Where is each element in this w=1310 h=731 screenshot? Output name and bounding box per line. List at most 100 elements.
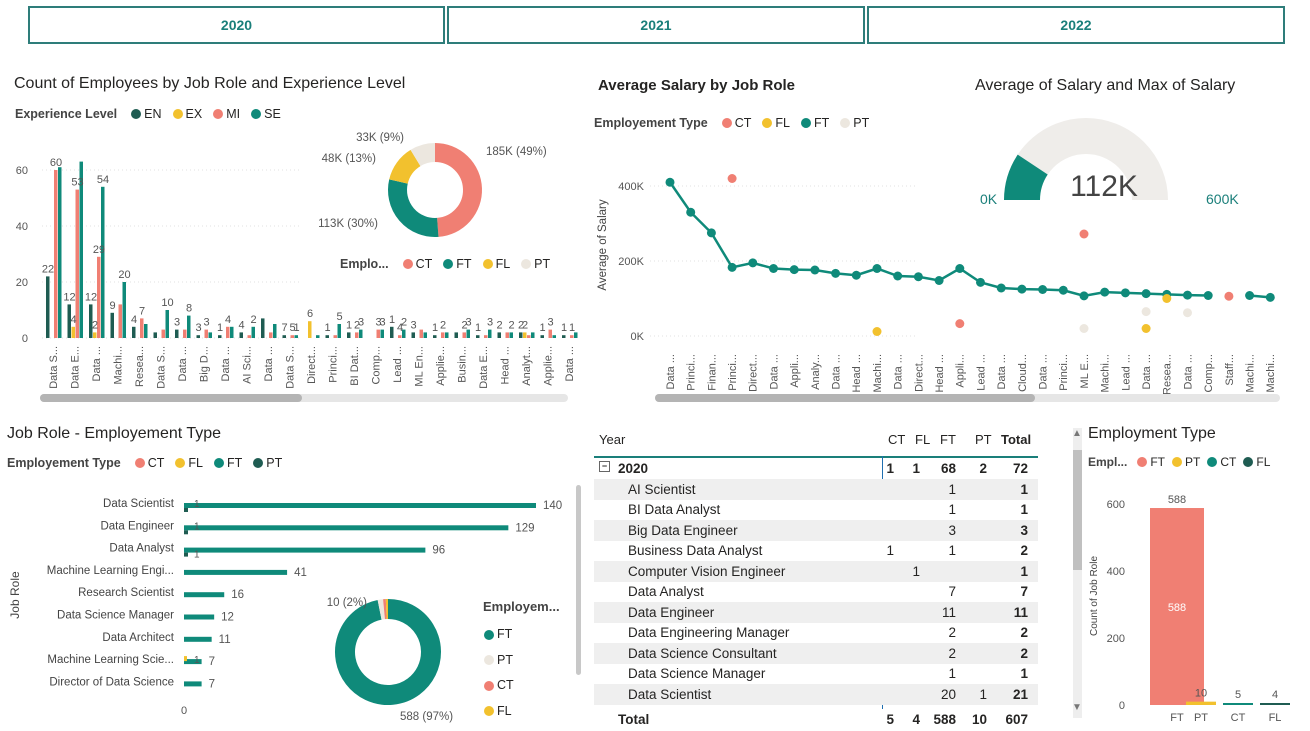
- jobrole-legend-item-ct[interactable]: CT: [131, 456, 164, 470]
- legend-dot-en: [131, 109, 142, 119]
- emptype-legend-item-pt[interactable]: PT: [1172, 455, 1200, 469]
- jobrole-label-pt: PT: [266, 456, 283, 470]
- matrix-scroll-thumb[interactable]: [1073, 450, 1082, 570]
- matrix-row-7-cell-4: 2: [1020, 625, 1028, 641]
- matrix-row-1[interactable]: BI Data Analyst 1 1: [594, 499, 1038, 520]
- legend-item-en[interactable]: EN: [127, 107, 162, 121]
- collapse-icon[interactable]: −: [599, 461, 610, 472]
- legend-item-ex[interactable]: EX: [169, 107, 203, 121]
- bar-SE-0: [58, 167, 62, 338]
- salary-legend-item-ft[interactable]: FT: [797, 116, 829, 130]
- salary-point-ft-20: [1079, 291, 1089, 301]
- emptype-ytick-400: 400: [1107, 566, 1125, 578]
- data-label-14: 3: [174, 317, 180, 329]
- emptype-legend-item-ft[interactable]: FT: [1137, 455, 1165, 469]
- matrix-row-0-cell-4: 1: [1020, 481, 1028, 497]
- bar-EN-13: [325, 335, 329, 338]
- matrix-total-row-cell-2: 588: [933, 711, 956, 727]
- emptype-ytick-200: 200: [1107, 633, 1125, 645]
- salary-legend-item-fl[interactable]: FL: [758, 116, 790, 130]
- salary-point-ft-0: [665, 177, 675, 187]
- data-label-22: 7: [281, 322, 287, 334]
- salary-xtick-24: Resea...: [1162, 354, 1174, 395]
- bar-SE-17: [423, 332, 427, 338]
- matrix-row-3[interactable]: Business Data Analyst 1 1 2: [594, 540, 1038, 561]
- matrix-row-10-cell-4: 21: [1012, 686, 1028, 702]
- salary-xtick-9: Head ...: [851, 354, 863, 393]
- scroll-up-icon[interactable]: ▲: [1072, 428, 1082, 439]
- matrix-row-0-label: AI Scientist: [628, 481, 696, 497]
- donut2-legend-item-ct[interactable]: CT: [484, 673, 514, 699]
- bar-EN-3: [110, 312, 114, 338]
- matrix-total-row[interactable]: Total 5 4 588 10 607: [594, 709, 1038, 728]
- matrix-total-row-label: Total: [618, 711, 650, 727]
- jobrole-legend-item-ft[interactable]: FT: [210, 456, 242, 470]
- matrix-row-5[interactable]: Data Analyst 7 7: [594, 581, 1038, 602]
- emptype-legend: Empl... FT PT CT FL: [1088, 455, 1273, 469]
- matrix-row-2[interactable]: Big Data Engineer 3 3: [594, 520, 1038, 541]
- year-button-2022[interactable]: 2022: [867, 6, 1285, 44]
- matrix-row-10[interactable]: Data Scientist 20 1 21: [594, 684, 1038, 705]
- emptype-legend-item-fl[interactable]: FL: [1243, 455, 1270, 469]
- data-label-0: 22: [42, 263, 54, 275]
- salary-legend-item-ct[interactable]: CT: [718, 116, 751, 130]
- donut1-legend-item-ft[interactable]: FT: [439, 257, 472, 271]
- legend-label-ex: EX: [185, 107, 203, 121]
- matrix-header-year: Year: [599, 432, 626, 447]
- bar-SE-3: [122, 282, 126, 338]
- bar-MI-2: [97, 256, 101, 338]
- salary-point-ft-7: [810, 265, 820, 275]
- matrix-row-0[interactable]: AI Scientist 1 1: [594, 479, 1038, 500]
- matrix-row-8-cell-4: 2: [1020, 645, 1028, 661]
- matrix-row-9-cell-2: 1: [948, 666, 956, 682]
- jobrole-x-tick-0: 0: [181, 705, 187, 717]
- jobrole-scrollbar[interactable]: [576, 485, 581, 675]
- bar-EN-6: [175, 329, 179, 338]
- legend-item-se[interactable]: SE: [247, 107, 281, 121]
- emptype-legend-item-ct[interactable]: CT: [1207, 455, 1236, 469]
- data-label-1: 60: [50, 157, 62, 169]
- donut1-label-ft: FT: [456, 257, 472, 271]
- chart2-scroll-thumb[interactable]: [655, 394, 1035, 402]
- data-label-40: 3: [465, 317, 471, 329]
- salary-point-fl-23: [1141, 324, 1151, 333]
- donut2-legend-item-fl[interactable]: FL: [484, 699, 514, 725]
- chart1-scroll-thumb[interactable]: [40, 394, 302, 402]
- data-label-44: 2: [508, 319, 514, 331]
- jobrole-bar-pt-1: [184, 530, 188, 535]
- scroll-down-icon[interactable]: ▼: [1072, 702, 1082, 713]
- matrix-scrollbar[interactable]: [1073, 428, 1082, 718]
- data-label-45: 2: [518, 319, 524, 331]
- matrix-row-7[interactable]: Data Engineering Manager 2 2: [594, 622, 1038, 643]
- matrix-group-row-cell-2: 68: [940, 460, 956, 476]
- donut2-legend-item-pt[interactable]: PT: [484, 648, 514, 674]
- emptype-dot-ft: [1137, 457, 1148, 467]
- donut2-legend-item-ft[interactable]: FT: [484, 622, 514, 648]
- salary-point-ft-15: [976, 277, 985, 287]
- jobrole-legend-item-pt[interactable]: PT: [249, 456, 282, 470]
- matrix-row-4[interactable]: Computer Vision Engineer 1 1: [594, 561, 1038, 582]
- matrix-row-3-label: Business Data Analyst: [628, 543, 763, 559]
- jobrole-legend-item-fl[interactable]: FL: [171, 456, 203, 470]
- chart1-scroll-track[interactable]: [40, 394, 568, 402]
- salary-legend-item-pt[interactable]: PT: [836, 116, 869, 130]
- matrix-row-9[interactable]: Data Science Manager 1 1: [594, 663, 1038, 684]
- matrix-row-2-cell-4: 3: [1020, 522, 1028, 538]
- donut1-legend-item-fl[interactable]: FL: [479, 257, 510, 271]
- legend-item-mi[interactable]: MI: [209, 107, 240, 121]
- year-button-2020[interactable]: 2020: [28, 6, 445, 44]
- matrix-row-6[interactable]: Data Engineer 11 11: [594, 602, 1038, 623]
- matrix-group-row[interactable]: 2020 1 1 68 2 72 −: [594, 458, 1038, 479]
- year-button-2021[interactable]: 2021: [447, 6, 865, 44]
- salary-point-ft-14: [955, 264, 965, 273]
- donut1-legend-item-ct[interactable]: CT: [399, 257, 432, 271]
- bar-SE-11: [294, 335, 298, 338]
- gauge-value-arc: [1004, 154, 1049, 201]
- data-label-28: 1: [346, 319, 352, 331]
- emptype-donut: 10 (2%) 588 (97%): [327, 597, 454, 723]
- salary-xtick-8: Data ...: [831, 354, 843, 389]
- matrix-row-8[interactable]: Data Science Consultant 2 2: [594, 643, 1038, 664]
- donut1-legend-item-pt[interactable]: PT: [517, 257, 550, 271]
- salary-xtick-23: Data ...: [1141, 354, 1153, 389]
- emptype-xtick-pt: PT: [1194, 712, 1208, 724]
